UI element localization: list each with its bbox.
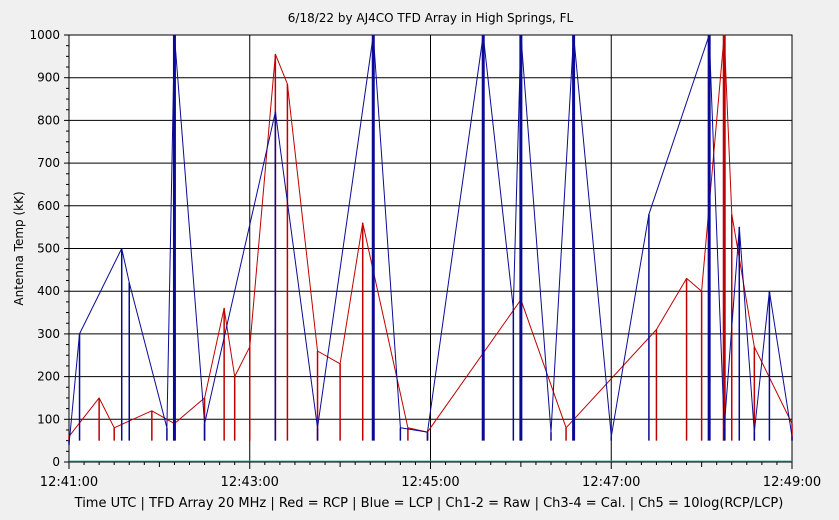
y-tick-label: 200 (37, 370, 60, 384)
y-tick-label: 400 (37, 284, 60, 298)
chart-title: 6/18/22 by AJ4CO TFD Array in High Sprin… (288, 11, 574, 25)
x-tick-label: 12:41:00 (40, 475, 98, 490)
y-axis-label: Antenna Temp (kK) (12, 191, 26, 305)
tick-labels: 0 100 200 300 400 500 600 700 800 900 1000 12:41:00… (29, 28, 821, 490)
x-tick-label: 12:43:00 (221, 475, 279, 490)
y-tick-label: 900 (37, 71, 60, 85)
series-lcp (68, 34, 793, 445)
x-tick-label: 12:49:00 (763, 475, 821, 490)
y-tick-label: 100 (37, 412, 60, 426)
y-tick-label: 0 (52, 455, 60, 469)
y-tick-label: 600 (37, 199, 60, 213)
minor-ticks (64, 34, 793, 469)
y-tick-label: 300 (37, 327, 60, 341)
x-axis-label: Time UTC | TFD Array 20 MHz | Red = RCP … (74, 496, 784, 511)
y-tick-label: 1000 (29, 28, 60, 42)
y-tick-label: 500 (37, 242, 60, 256)
y-tick-label: 800 (37, 113, 60, 127)
series-layer (68, 34, 793, 462)
x-tick-label: 12:45:00 (401, 475, 459, 490)
x-tick-label: 12:47:00 (582, 475, 640, 490)
y-tick-label: 700 (37, 156, 60, 170)
